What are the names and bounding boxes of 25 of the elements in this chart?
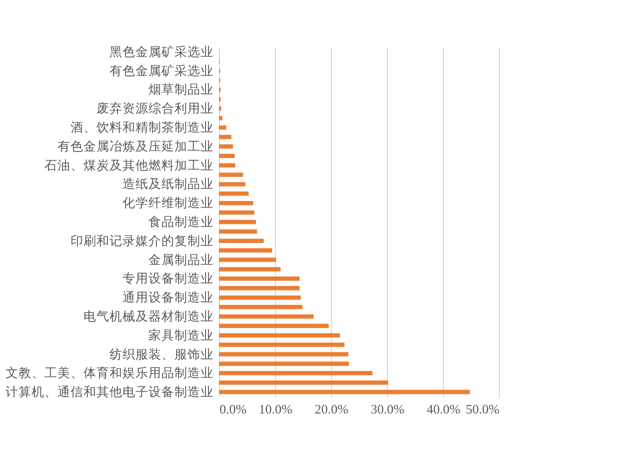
x-tick-label: 20.0%	[314, 402, 348, 416]
y-tick-label: 纺织服装、服饰业	[110, 347, 214, 362]
x-tick-label: 0.0%	[220, 402, 247, 416]
y-tick-label: 造纸及纸制品业	[122, 177, 214, 192]
y-tick-label: 石油、煤炭及其他燃料加工业	[44, 158, 214, 172]
y-tick-label: 金属制品业	[148, 252, 214, 267]
x-tick-label: 10.0%	[258, 402, 292, 416]
y-tick-label: 有色金属冶炼及压延加工业	[58, 139, 214, 154]
x-tick-label: 50.0%	[466, 402, 500, 416]
y-tick-label: 文教、工美、体育和娱乐用品制造业	[6, 365, 214, 380]
y-tick-label: 家具制造业	[148, 327, 214, 342]
y-tick-label: 电气机械及器材制造业	[84, 309, 214, 324]
y-tick-label: 印刷和记录媒介的复制业	[70, 234, 214, 248]
y-tick-label: 通用设备制造业	[122, 290, 214, 305]
y-tick-label: 酒、饮料和精制茶制造业	[70, 120, 214, 135]
y-tick-label: 化学纤维制造业	[122, 196, 214, 210]
x-tick-label: 40.0%	[426, 402, 460, 416]
y-tick-label: 废弃资源综合利用业	[96, 100, 214, 116]
x-tick-label: 30.0%	[370, 402, 404, 416]
y-tick-label: 有色金属矿采选业	[110, 64, 214, 78]
y-tick-label: 食品制造业	[148, 215, 214, 229]
y-tick-label: 黑色金属矿采选业	[110, 44, 214, 59]
y-tick-label: 烟草制品业	[148, 82, 214, 97]
y-tick-label: 计算机、通信和其他电子设备制造业	[6, 385, 214, 400]
y-tick-label: 专用设备制造业	[122, 272, 214, 286]
